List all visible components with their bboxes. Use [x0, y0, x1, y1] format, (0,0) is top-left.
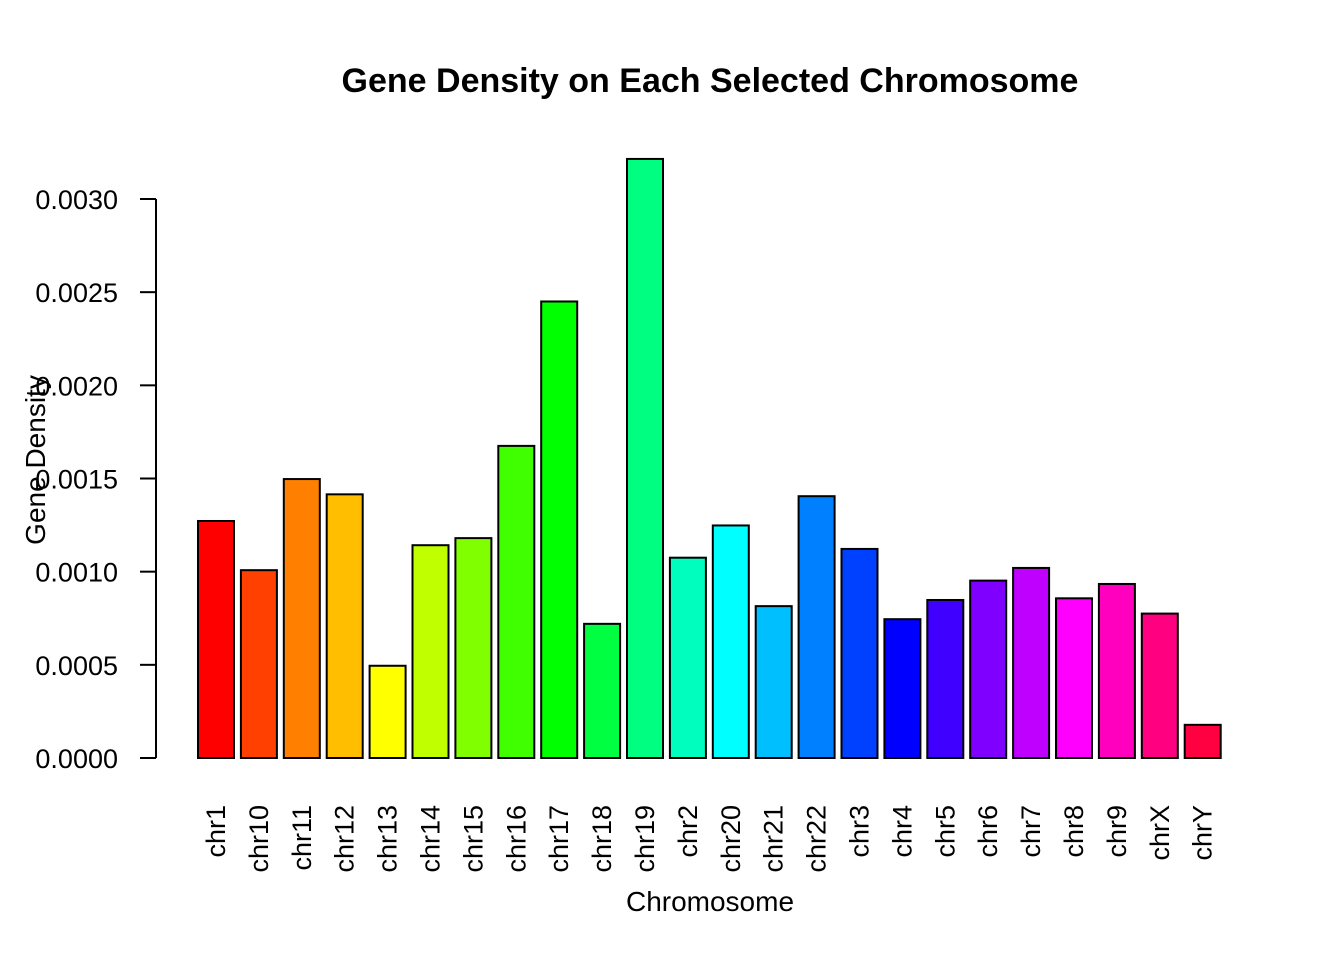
bar-chr5 — [926, 598, 965, 759]
bar-chr7 — [1012, 566, 1051, 759]
y-tick-label: 0.0020 — [35, 371, 118, 401]
x-tick-label-chr8: chr8 — [1059, 805, 1089, 858]
bar-chr19 — [626, 157, 664, 759]
bar-chr3 — [840, 547, 879, 760]
bar-chr10 — [239, 569, 278, 760]
y-tick-label: 0.0015 — [35, 465, 118, 495]
y-tick-label: 0.0000 — [35, 744, 118, 774]
bar-chr17 — [540, 300, 579, 759]
x-tick-label-chr21: chr21 — [759, 805, 789, 873]
bar-chr2 — [668, 556, 707, 759]
x-axis-labels: chr1 chr10 chr11 chr12 chr13 chr14 chr15 chr16 c… — [201, 805, 1218, 873]
x-tick-label-chr3: chr3 — [845, 805, 875, 858]
bar-chr9 — [1097, 582, 1136, 759]
bars — [197, 157, 1222, 760]
x-axis-title: Chromosome — [626, 886, 794, 917]
bar-chr18 — [583, 622, 622, 760]
x-tick-label-chrY: chrY — [1188, 805, 1218, 861]
x-tick-label-chrX: chrX — [1145, 805, 1175, 861]
x-tick-label-chr11: chr11 — [287, 805, 317, 871]
x-tick-label-chr2: chr2 — [673, 805, 703, 858]
y-tick-label: 0.0005 — [35, 651, 118, 681]
x-tick-label-chr15: chr15 — [458, 805, 488, 873]
y-axis: 0.0000 0.0005 0.0010 0.0015 0.0020 0.0025 0.00… — [35, 185, 157, 774]
x-tick-label-chr1: chr1 — [201, 805, 231, 858]
y-tick-label: 0.0010 — [35, 558, 118, 588]
x-tick-label-chr9: chr9 — [1102, 805, 1132, 858]
bar-chr16 — [497, 444, 536, 759]
y-tick-label: 0.0030 — [35, 185, 118, 215]
bar-chr20 — [711, 524, 750, 759]
bar-chr21 — [754, 605, 793, 759]
x-tick-label-chr20: chr20 — [716, 805, 746, 873]
bar-chrX — [1140, 612, 1179, 760]
x-tick-label-chr19: chr19 — [630, 805, 660, 873]
x-tick-label-chr22: chr22 — [802, 805, 832, 873]
bar-chr11 — [282, 478, 321, 759]
y-axis-title: Gene Density — [20, 375, 51, 545]
bar-chr6 — [969, 579, 1008, 759]
bar-chr14 — [411, 544, 450, 759]
bar-chr22 — [797, 495, 836, 759]
bar-chr8 — [1055, 597, 1093, 759]
bar-chrY — [1183, 723, 1222, 759]
bar-chr4 — [883, 618, 922, 759]
x-tick-label-chr4: chr4 — [887, 805, 917, 858]
bar-chr15 — [454, 537, 493, 759]
x-tick-label-chr18: chr18 — [587, 805, 617, 873]
bar-chr1 — [197, 519, 235, 760]
x-tick-label-chr16: chr16 — [501, 805, 531, 873]
bar-chr13 — [368, 664, 407, 760]
bar-chr12 — [325, 493, 364, 759]
x-tick-label-chr6: chr6 — [973, 805, 1003, 858]
x-tick-label-chr5: chr5 — [930, 805, 960, 858]
x-tick-label-chr17: chr17 — [544, 805, 574, 873]
y-tick-label: 0.0025 — [35, 278, 118, 308]
x-tick-label-chr14: chr14 — [416, 805, 446, 873]
x-tick-label-chr13: chr13 — [373, 805, 403, 873]
x-tick-label-chr12: chr12 — [330, 805, 360, 873]
x-tick-label-chr10: chr10 — [244, 805, 274, 873]
chart-title: Gene Density on Each Selected Chromosome — [342, 62, 1079, 100]
x-tick-label-chr7: chr7 — [1016, 805, 1046, 858]
